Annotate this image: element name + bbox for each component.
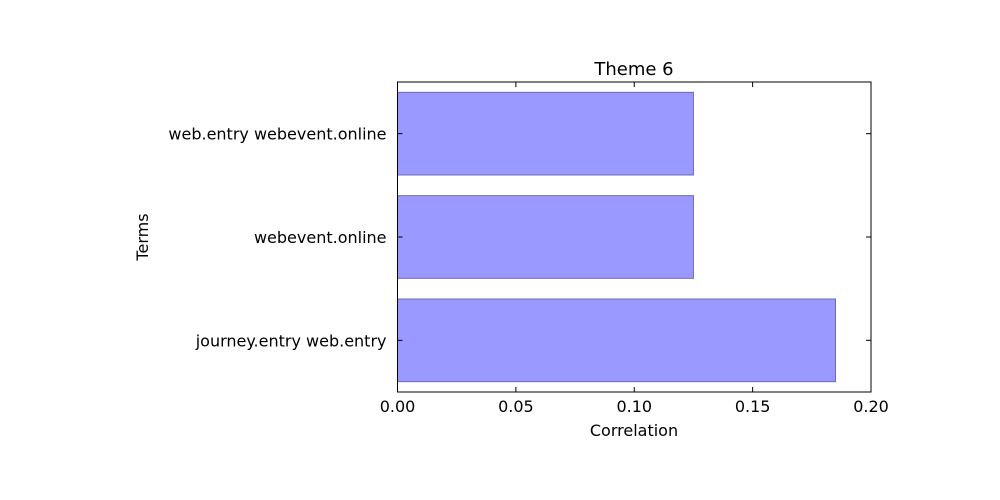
- bars-group: [397, 91, 836, 383]
- chart-title: Theme 6: [593, 59, 673, 80]
- bar-2: [397, 91, 694, 176]
- x-axis-label: Correlation: [590, 421, 678, 440]
- x-tick-label-1: 0.05: [498, 397, 534, 416]
- x-tick-label-0: 0.00: [380, 397, 416, 416]
- x-tick-label-2: 0.10: [616, 397, 652, 416]
- x-axis-ticks: 0.00 0.05 0.10 0.15 0.20: [380, 82, 889, 416]
- x-tick-label-4: 0.20: [853, 397, 889, 416]
- x-tick-label-3: 0.15: [735, 397, 771, 416]
- category-label-0: journey.entry web.entry: [195, 331, 387, 350]
- y-axis-ticks: journey.entry web.entry webevent.online we…: [168, 125, 871, 350]
- y-axis-label: Terms: [133, 213, 152, 261]
- category-label-1: webevent.online: [254, 228, 387, 247]
- bar-1: [397, 195, 694, 279]
- category-label-2: web.entry webevent.online: [168, 125, 386, 144]
- bar-0: [397, 298, 836, 383]
